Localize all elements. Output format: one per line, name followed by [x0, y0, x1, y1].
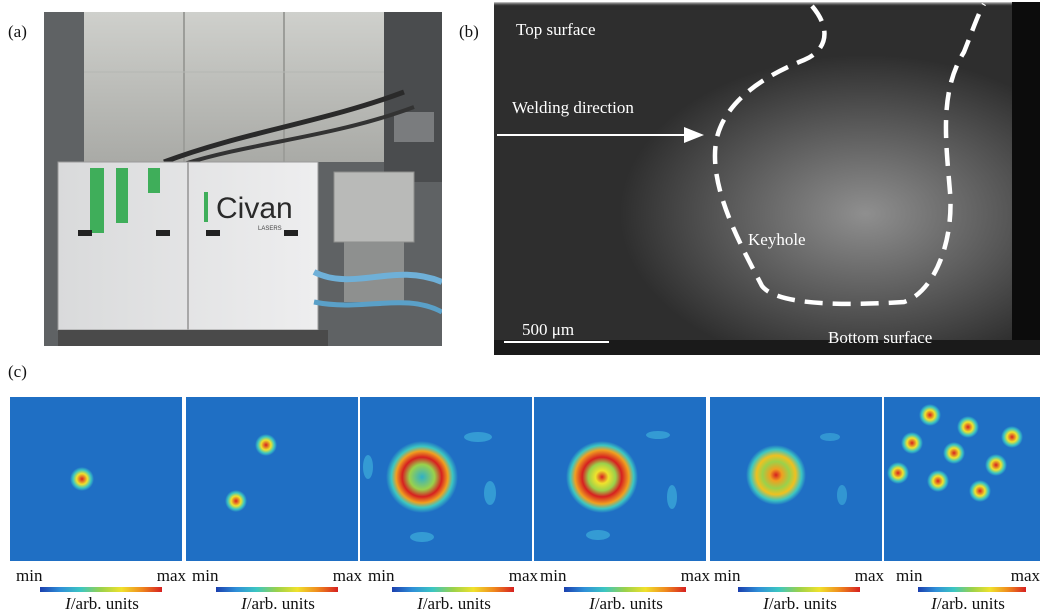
beam-profile-6 [884, 397, 1040, 561]
legend-max: max [508, 566, 538, 585]
colorbar [738, 587, 860, 592]
beam-profile-2 [186, 397, 358, 561]
legend-min: min [540, 566, 567, 585]
xray-background [494, 2, 1040, 355]
laser-system-illustration: Civan LASERS [44, 12, 442, 346]
top-surface-label: Top surface [516, 20, 596, 39]
panel-label-c: (c) [8, 362, 27, 381]
legend-max: max [156, 566, 186, 585]
brand-logo-subtext: LASERS [258, 226, 282, 232]
legend-min: min [714, 566, 741, 585]
legend-unit: I/arb. units [65, 594, 139, 613]
intensity-legend-1: min max I/arb. units [16, 566, 188, 614]
legend-max: max [332, 566, 362, 585]
legend-min: min [192, 566, 219, 585]
beam-profile-3 [360, 397, 532, 561]
legend-max: max [680, 566, 710, 585]
scale-bar-label: 500 μm [522, 320, 575, 339]
laser-system-photo: Civan LASERS [44, 12, 442, 346]
legend-min: min [16, 566, 43, 585]
brand-logo-text: Civan [216, 192, 293, 225]
panel-label-a: (a) [8, 22, 27, 41]
welding-direction-label: Welding direction [512, 98, 634, 117]
legend-unit: I/arb. units [763, 594, 837, 613]
keyhole-xray-image: Top surface Welding direction Keyhole Bo… [494, 2, 1040, 355]
colorbar [216, 587, 338, 592]
beam-profile-4 [534, 397, 706, 561]
legend-unit: I/arb. units [931, 594, 1005, 613]
panel-label-b: (b) [459, 22, 479, 41]
legend-max: max [854, 566, 884, 585]
intensity-legend-5: min max I/arb. units [714, 566, 886, 614]
intensity-legend-6: min max I/arb. units [896, 566, 1040, 614]
keyhole-outline [712, 2, 986, 307]
legend-max: max [1010, 566, 1040, 585]
intensity-legend-2: min max I/arb. units [192, 566, 364, 614]
bottom-surface-label: Bottom surface [828, 328, 933, 347]
arrow-head-icon [684, 127, 704, 143]
legend-unit: I/arb. units [241, 594, 315, 613]
colorbar [918, 587, 1026, 592]
beam-profile-1 [10, 397, 182, 561]
keyhole-label: Keyhole [748, 230, 806, 249]
legend-min: min [896, 566, 923, 585]
intensity-legend-4: min max I/arb. units [540, 566, 712, 614]
legend-min: min [368, 566, 395, 585]
intensity-legend-3: min max I/arb. units [368, 566, 540, 614]
legend-unit: I/arb. units [417, 594, 491, 613]
colorbar [392, 587, 514, 592]
colorbar [40, 587, 162, 592]
colorbar [564, 587, 686, 592]
beam-profile-5 [710, 397, 882, 561]
legend-unit: I/arb. units [589, 594, 663, 613]
